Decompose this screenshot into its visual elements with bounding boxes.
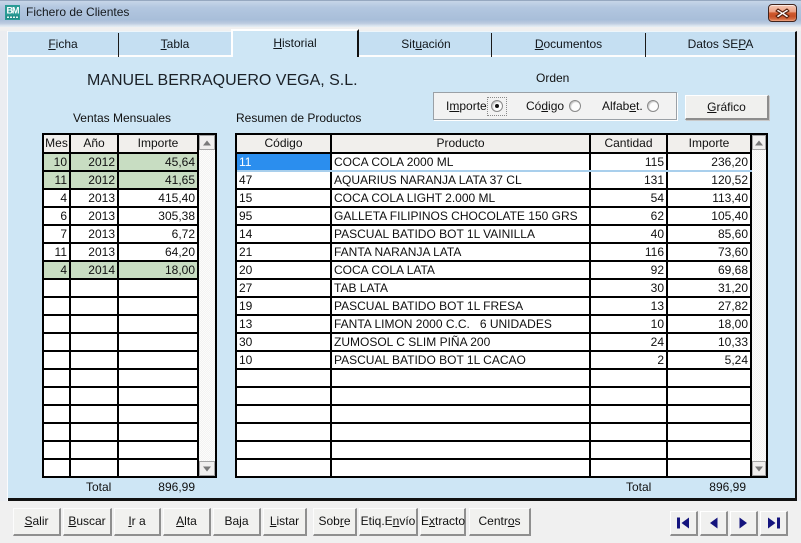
- svg-text:BM: BM: [7, 6, 19, 16]
